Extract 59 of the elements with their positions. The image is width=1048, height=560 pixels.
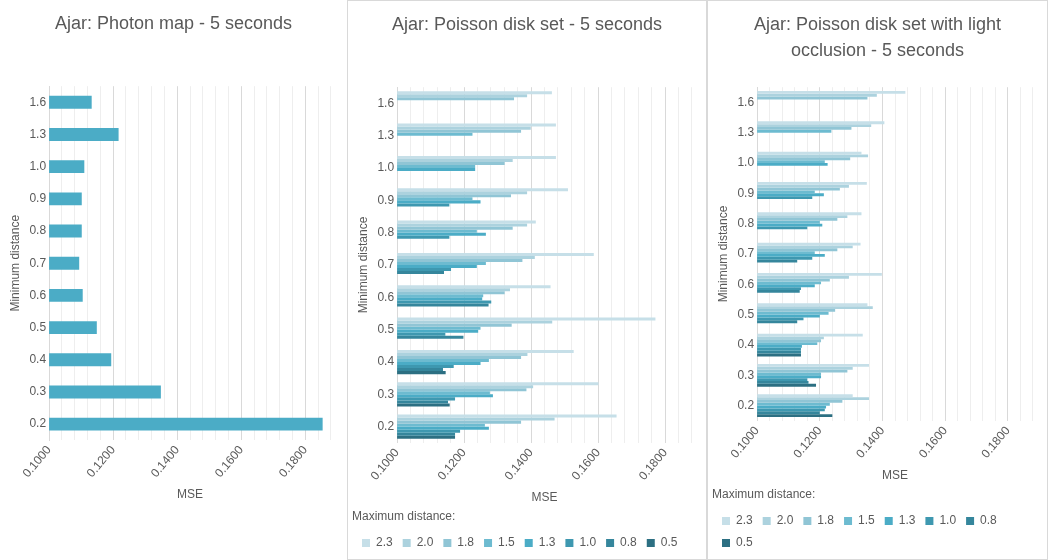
legend-label: 2.0 <box>776 513 794 528</box>
legend-label: 1.0 <box>939 513 957 528</box>
y-tick-label: 0.7 <box>377 257 395 272</box>
y-tick-label: 0.6 <box>737 276 755 291</box>
y-tick-label: 1.0 <box>29 158 47 173</box>
y-tick-label: 1.3 <box>737 125 755 140</box>
y-tick-label: 0.8 <box>737 216 755 230</box>
y-tick-label: 0.4 <box>29 352 47 367</box>
chart-title: Ajar: Poisson disk set - 5 seconds <box>390 13 664 36</box>
legend-label: 0.8 <box>620 535 638 550</box>
legend-label: 0.8 <box>980 513 998 528</box>
x-axis-title: MSE <box>177 487 204 502</box>
y-tick-label: 0.5 <box>737 306 755 321</box>
y-tick-label: 0.4 <box>377 354 395 369</box>
legend-label: 1.5 <box>858 513 876 528</box>
y-tick-label: 1.6 <box>377 95 395 110</box>
y-tick-label: 0.2 <box>737 397 755 412</box>
legend-label: 2.0 <box>416 535 434 550</box>
y-tick-label: 0.8 <box>377 225 395 239</box>
y-tick-label: 0.3 <box>377 386 395 401</box>
y-tick-label: 0.5 <box>29 319 47 334</box>
x-axis-title: MSE <box>882 467 909 482</box>
y-tick-label: 0.2 <box>29 416 47 431</box>
y-axis-title: Minimum distance <box>715 205 730 303</box>
y-tick-label: 1.0 <box>737 155 755 170</box>
y-tick-label: 0.2 <box>377 418 395 433</box>
legend-label: 2.3 <box>376 535 394 550</box>
legend-title: Maximum distance: <box>352 508 456 523</box>
legend-label: 1.8 <box>817 513 835 528</box>
y-tick-label: 0.7 <box>737 246 755 261</box>
chart-title: Ajar: Poisson disk set with light occlusion - 5 seconds <box>752 13 1003 62</box>
y-tick-label: 1.6 <box>737 94 755 109</box>
y-tick-label: 1.6 <box>29 94 47 109</box>
y-tick-label: 1.0 <box>377 160 395 175</box>
y-tick-label: 0.4 <box>737 337 755 352</box>
y-tick-label: 0.8 <box>29 223 47 238</box>
x-axis-title: MSE <box>531 489 558 504</box>
legend-label: 1.3 <box>538 535 556 550</box>
y-tick-label: 0.9 <box>737 185 755 200</box>
y-tick-label: 0.3 <box>29 384 47 399</box>
legend-label: 1.3 <box>898 513 916 528</box>
y-tick-label: 0.6 <box>377 289 395 304</box>
y-tick-label: 0.7 <box>29 255 47 270</box>
chart-title: Ajar: Photon map - 5 seconds <box>53 12 294 35</box>
y-tick-label: 0.9 <box>377 192 395 207</box>
legend-title: Maximum distance: <box>712 486 816 501</box>
legend-label: 1.5 <box>498 535 516 550</box>
legend-label: 0.5 <box>660 535 678 550</box>
y-tick-label: 0.9 <box>29 191 47 206</box>
legend-label: 1.0 <box>579 535 597 550</box>
y-axis-title: Minimum distance <box>7 214 22 312</box>
legend-label: 2.3 <box>736 513 754 528</box>
legend-label: 1.8 <box>457 535 475 550</box>
y-tick-label: 1.3 <box>29 126 47 141</box>
y-tick-label: 1.3 <box>377 128 395 143</box>
y-tick-label: 0.5 <box>377 321 395 336</box>
y-tick-label: 0.6 <box>29 287 47 302</box>
y-tick-label: 0.3 <box>737 367 755 382</box>
y-axis-title: Minimum distance <box>355 216 370 314</box>
